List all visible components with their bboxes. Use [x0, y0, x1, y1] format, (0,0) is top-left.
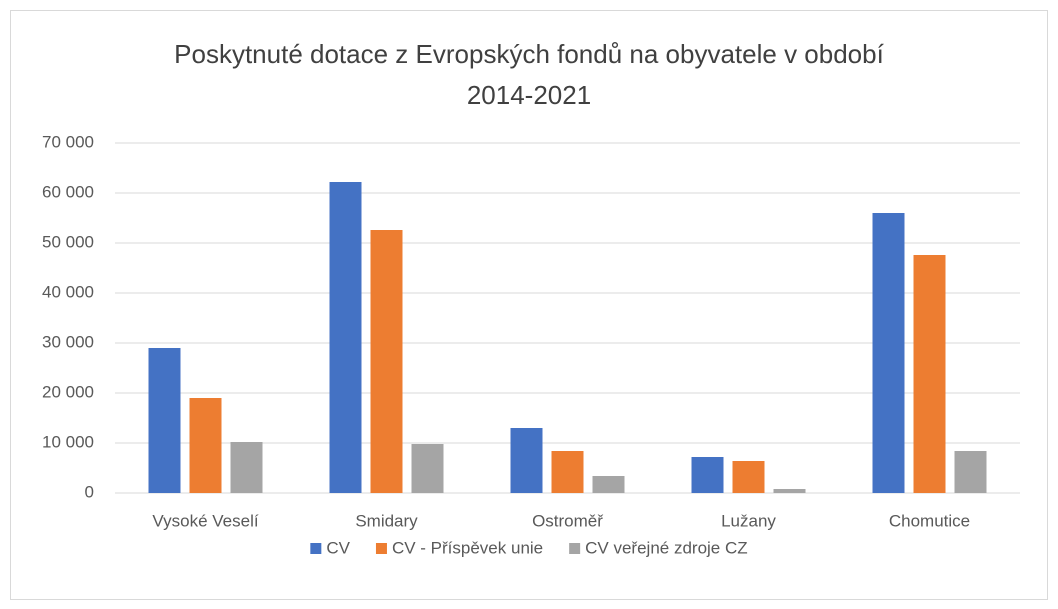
bar	[872, 213, 905, 493]
bar	[370, 230, 403, 493]
bar	[510, 428, 543, 493]
y-tick-label: 40 000	[42, 282, 94, 301]
y-tick-label: 30 000	[42, 332, 94, 351]
bar	[954, 451, 987, 493]
x-tick-label: Smidary	[355, 511, 418, 530]
y-tick-label: 0	[85, 482, 94, 501]
bar	[189, 398, 222, 493]
bar	[691, 457, 724, 493]
legend-swatch	[310, 543, 322, 554]
x-tick-label: Lužany	[721, 511, 776, 530]
bar	[732, 461, 765, 493]
y-tick-label: 50 000	[42, 232, 94, 251]
y-tick-label: 70 000	[42, 132, 94, 151]
legend-swatch	[569, 543, 581, 554]
legend-swatch	[375, 543, 387, 554]
chart-title: Poskytnuté dotace z Evropských fondů na …	[174, 39, 884, 69]
x-tick-label: Ostroměř	[532, 511, 603, 530]
bar	[551, 451, 584, 493]
x-tick-label: Vysoké Veselí	[152, 511, 258, 530]
bar	[148, 348, 181, 493]
y-tick-label: 10 000	[42, 432, 94, 451]
bar	[913, 255, 946, 493]
y-tick-label: 20 000	[42, 382, 94, 401]
bar	[411, 444, 444, 493]
bar	[329, 182, 362, 493]
legend-label: CV veřejné zdroje CZ	[585, 538, 748, 557]
legend-label: CV	[326, 538, 350, 557]
bar	[230, 442, 263, 493]
bar	[773, 489, 806, 493]
y-tick-label: 60 000	[42, 182, 94, 201]
bar	[592, 476, 625, 493]
legend-label: CV - Příspěvek unie	[392, 538, 543, 557]
chart-title: 2014-2021	[467, 80, 591, 110]
x-tick-label: Chomutice	[889, 511, 970, 530]
